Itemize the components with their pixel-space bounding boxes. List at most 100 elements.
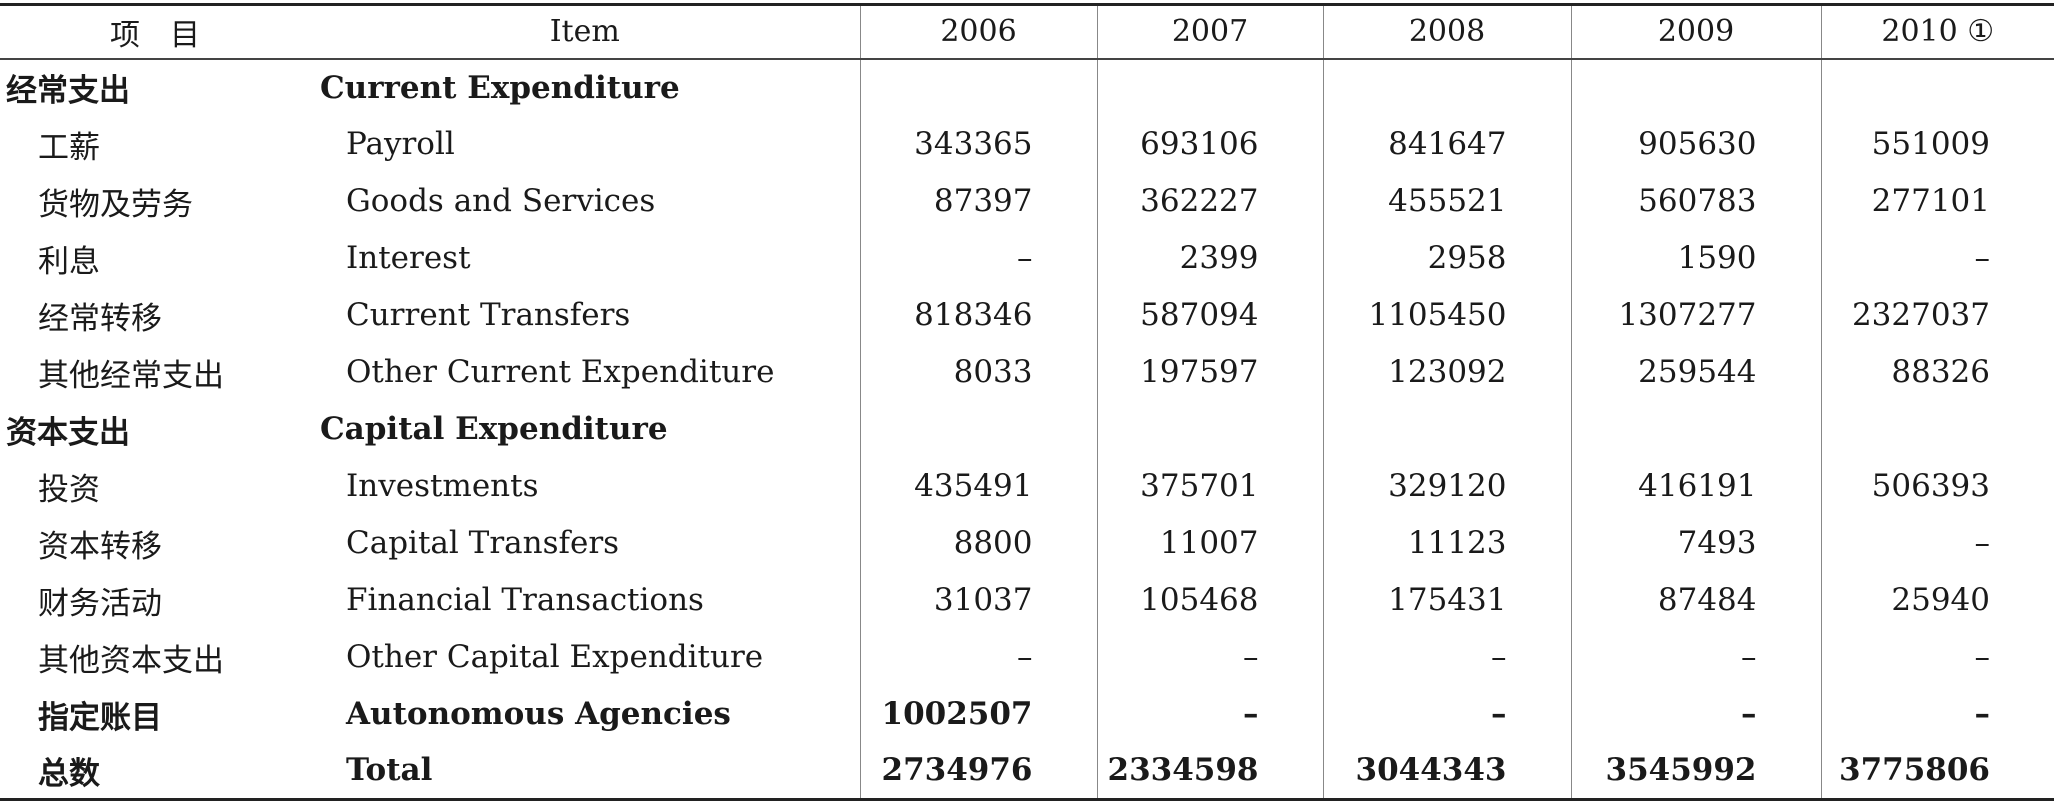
value-cell: 375701 — [1096, 457, 1323, 515]
value-cell — [1322, 58, 1571, 116]
value-cell: 2327037 — [1820, 286, 2054, 344]
header-row: 项 目 Item 2006 2007 2008 2009 2010 ① — [0, 3, 2054, 60]
row-label-en: Financial Transactions — [346, 582, 704, 618]
value-cell — [859, 400, 1097, 458]
value-cell: 105468 — [1096, 571, 1323, 629]
header-year-2007: 2007 — [1096, 3, 1323, 60]
value-cell: 277101 — [1820, 172, 2054, 230]
row-label-en: Interest — [346, 240, 471, 276]
header-item-cn: 项 目 — [0, 3, 310, 60]
value-cell: 87397 — [859, 172, 1097, 230]
value-cell: 88326 — [1820, 343, 2054, 401]
table-row: 经常转移 Current Transfers 818346 587094 1105450… — [0, 286, 2054, 344]
value-cell: 2734976 — [859, 742, 1097, 801]
table-row: 其他资本支出 Other Capital Expenditure – – – – – — [0, 628, 2054, 686]
value-cell: 2334598 — [1096, 742, 1323, 801]
value-cell: 197597 — [1096, 343, 1323, 401]
row-label-cn: 经常支出 — [6, 73, 130, 109]
value-cell: – — [1322, 628, 1571, 686]
row-label-en: Payroll — [346, 126, 455, 162]
value-cell: – — [1096, 685, 1323, 743]
header-year-2008: 2008 — [1322, 3, 1571, 60]
table-header: 项 目 Item 2006 2007 2008 2009 2010 ① — [0, 3, 2054, 60]
row-label-en: Capital Expenditure — [320, 411, 668, 447]
value-cell: 841647 — [1322, 115, 1571, 173]
row-label-cn: 利息 — [38, 243, 100, 280]
row-label-cn: 资本转移 — [38, 528, 162, 565]
row-label-cn: 指定账目 — [38, 699, 162, 736]
value-cell: 11007 — [1096, 514, 1323, 572]
row-label-cn: 总数 — [0, 742, 310, 801]
row-label-en: Total — [310, 742, 860, 801]
value-cell: 87484 — [1570, 571, 1821, 629]
value-cell: – — [1570, 628, 1821, 686]
value-cell: – — [859, 628, 1097, 686]
row-label-en: Goods and Services — [346, 183, 656, 219]
table-body: 经常支出 Current Expenditure 工薪 Payroll 343365 69… — [0, 58, 2054, 801]
value-cell: 7493 — [1570, 514, 1821, 572]
header-item-en: Item — [310, 3, 860, 60]
value-cell: 560783 — [1570, 172, 1821, 230]
table-row: 工薪 Payroll 343365 693106 841647 905630 551009 — [0, 115, 2054, 173]
value-cell — [1820, 58, 2054, 116]
row-label-cn: 财务活动 — [38, 585, 162, 622]
header-year-2010: 2010 ① — [1820, 3, 2054, 60]
value-cell: 1002507 — [859, 685, 1097, 743]
value-cell — [1322, 400, 1571, 458]
header-year-2009: 2009 — [1570, 3, 1821, 60]
row-label-en: Capital Transfers — [346, 525, 620, 561]
expenditure-table: 项 目 Item 2006 2007 2008 2009 2010 ① 经常支出… — [0, 3, 2054, 801]
value-cell: 587094 — [1096, 286, 1323, 344]
row-label-en: Autonomous Agencies — [346, 696, 731, 732]
table-row: 财务活动 Financial Transactions 31037 105468 175… — [0, 571, 2054, 629]
row-label-cn: 投资 — [38, 471, 100, 508]
row-label-cn: 工薪 — [38, 129, 100, 166]
value-cell: – — [1096, 628, 1323, 686]
value-cell: – — [1820, 229, 2054, 287]
row-label-en: Current Transfers — [346, 297, 631, 333]
value-cell — [1820, 400, 2054, 458]
value-cell: 2399 — [1096, 229, 1323, 287]
value-cell: 8800 — [859, 514, 1097, 572]
value-cell: 1590 — [1570, 229, 1821, 287]
value-cell: 259544 — [1570, 343, 1821, 401]
value-cell: 175431 — [1322, 571, 1571, 629]
value-cell: – — [1820, 514, 2054, 572]
row-label-en: Other Current Expenditure — [346, 354, 775, 390]
header-year-2006: 2006 — [859, 3, 1097, 60]
value-cell: 11123 — [1322, 514, 1571, 572]
value-cell: – — [1570, 685, 1821, 743]
table-row: 投资 Investments 435491 375701 329120 416191 506… — [0, 457, 2054, 515]
table-row: 资本支出 Capital Expenditure — [0, 400, 2054, 458]
row-label-cn: 经常转移 — [38, 300, 162, 337]
value-cell: – — [859, 229, 1097, 287]
value-cell: 8033 — [859, 343, 1097, 401]
table-row: 货物及劳务 Goods and Services 87397 362227 455521… — [0, 172, 2054, 230]
row-label-cn: 资本支出 — [6, 414, 130, 451]
value-cell: 329120 — [1322, 457, 1571, 515]
value-cell — [1570, 400, 1821, 458]
row-label-cn: 货物及劳务 — [38, 186, 193, 223]
value-cell — [1096, 58, 1323, 116]
value-cell — [1570, 58, 1821, 116]
value-cell: 25940 — [1820, 571, 2054, 629]
value-cell: 1307277 — [1570, 286, 1821, 344]
value-cell: 818346 — [859, 286, 1097, 344]
table-row: 其他经常支出 Other Current Expenditure 8033 19759… — [0, 343, 2054, 401]
value-cell: 362227 — [1096, 172, 1323, 230]
row-label-cn: 其他资本支出 — [38, 642, 224, 679]
value-cell: 435491 — [859, 457, 1097, 515]
value-cell: 123092 — [1322, 343, 1571, 401]
row-label-cn: 其他经常支出 — [38, 357, 224, 394]
value-cell: 416191 — [1570, 457, 1821, 515]
row-label-en: Other Capital Expenditure — [346, 639, 764, 675]
value-cell — [859, 58, 1097, 116]
table-row: 资本转移 Capital Transfers 8800 11007 11123 7493– — [0, 514, 2054, 572]
value-cell: 455521 — [1322, 172, 1571, 230]
row-label-en: Investments — [346, 468, 539, 504]
value-cell: 31037 — [859, 571, 1097, 629]
value-cell: 905630 — [1570, 115, 1821, 173]
value-cell: 3044343 — [1322, 742, 1571, 801]
table-row: 经常支出 Current Expenditure — [0, 58, 2054, 116]
